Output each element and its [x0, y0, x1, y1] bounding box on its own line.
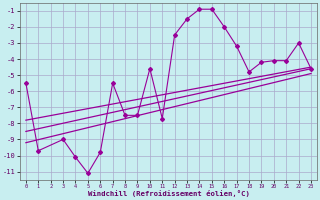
X-axis label: Windchill (Refroidissement éolien,°C): Windchill (Refroidissement éolien,°C) [88, 190, 249, 197]
